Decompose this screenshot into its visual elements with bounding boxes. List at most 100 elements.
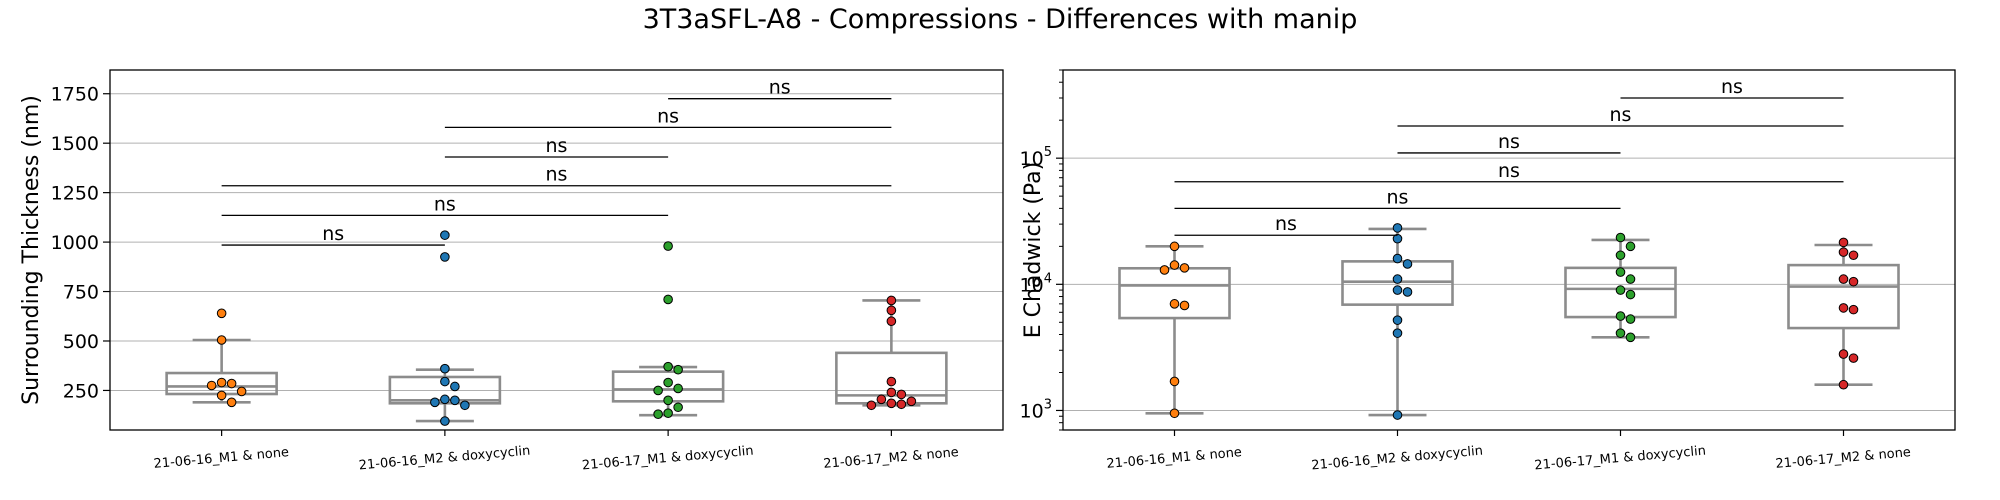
y-tick-label: 1000 xyxy=(51,232,99,254)
data-point xyxy=(1848,250,1859,261)
x-tick-label: 21-06-17_M1 & doxycyclin xyxy=(1534,444,1707,474)
data-point xyxy=(1615,250,1626,261)
data-point xyxy=(1625,289,1636,300)
y-tick-label: 750 xyxy=(63,282,99,304)
y-tick-exponent: 3 xyxy=(1044,397,1052,412)
data-point xyxy=(440,230,450,240)
data-point xyxy=(206,380,217,391)
data-point xyxy=(226,378,237,389)
x-tick-label: 21-06-16_M2 & doxycyclin xyxy=(358,444,531,474)
y-tick-label: 1500 xyxy=(51,133,99,155)
data-point xyxy=(1848,304,1859,315)
y-tick-label: 103 xyxy=(1020,397,1052,422)
x-tick-label: 21-06-16_M2 & doxycyclin xyxy=(1311,444,1484,474)
data-point xyxy=(886,387,897,398)
box-1 xyxy=(1118,245,1231,415)
box-4 xyxy=(1787,243,1900,387)
data-point xyxy=(1179,263,1190,273)
data-point xyxy=(886,295,897,306)
data-point xyxy=(1402,259,1413,269)
data-point xyxy=(886,316,897,327)
data-point xyxy=(663,241,673,251)
x-tick-label: 21-06-16_M1 & none xyxy=(153,445,290,472)
significance-label: ns xyxy=(1498,160,1520,182)
data-point xyxy=(440,363,450,374)
x-tick-label: 21-06-16_M1 & none xyxy=(1106,445,1243,472)
data-point xyxy=(906,396,917,407)
data-point xyxy=(886,305,897,316)
data-point xyxy=(1392,410,1403,420)
data-point xyxy=(1625,332,1636,343)
data-point xyxy=(1402,287,1413,297)
y-tick-exponent: 5 xyxy=(1044,145,1052,160)
data-point xyxy=(876,394,887,405)
data-point xyxy=(460,400,470,411)
data-point xyxy=(440,416,450,426)
data-point xyxy=(1848,353,1859,363)
data-point xyxy=(673,364,683,375)
data-point xyxy=(440,394,450,405)
data-point xyxy=(1159,265,1170,275)
y-axis-label: E Chadwick (Pa) xyxy=(1021,162,1046,339)
data-point xyxy=(663,294,673,305)
axes-frame xyxy=(109,69,1004,431)
significance-label: ns xyxy=(434,193,456,215)
data-point xyxy=(663,377,673,388)
data-point xyxy=(1625,274,1636,284)
data-point xyxy=(1615,328,1626,338)
data-point xyxy=(1169,241,1180,252)
data-point xyxy=(440,252,450,262)
data-point xyxy=(216,390,227,401)
x-tick-label: 21-06-17_M1 & doxycyclin xyxy=(581,444,754,474)
significance-label: ns xyxy=(546,164,568,186)
data-point xyxy=(1392,285,1403,295)
data-point xyxy=(1838,237,1849,248)
box-iqr xyxy=(1118,266,1231,320)
data-point xyxy=(1179,300,1190,311)
significance-label: ns xyxy=(1721,76,1743,98)
figure-title: 3T3aSFL-A8 - Compressions - Differences … xyxy=(642,4,1358,35)
data-point xyxy=(1392,328,1403,338)
data-point xyxy=(226,397,237,408)
data-point xyxy=(236,386,247,397)
data-point xyxy=(1848,276,1859,287)
data-point xyxy=(673,383,683,394)
data-point xyxy=(450,381,460,392)
y-tick-label: 250 xyxy=(63,380,99,402)
data-point xyxy=(1838,349,1849,359)
data-point xyxy=(1169,260,1180,270)
data-point xyxy=(1392,315,1403,325)
data-point xyxy=(653,385,663,396)
data-point xyxy=(1625,314,1636,324)
significance-label: ns xyxy=(322,223,344,245)
data-point xyxy=(440,376,450,387)
data-point xyxy=(653,409,663,419)
y-tick-label: 500 xyxy=(63,331,99,353)
data-point xyxy=(1615,285,1626,295)
data-point xyxy=(1625,241,1636,252)
data-point xyxy=(896,389,907,400)
significance-label: ns xyxy=(769,77,791,99)
significance-label: ns xyxy=(1498,131,1520,153)
y-tick-label: 1750 xyxy=(51,84,99,106)
y-axis-label: Surrounding Thickness (nm) xyxy=(19,95,44,405)
y-tick-label: 1250 xyxy=(51,183,99,205)
data-point xyxy=(216,335,227,345)
data-point xyxy=(663,361,673,372)
data-point xyxy=(430,397,440,408)
data-point xyxy=(216,308,227,319)
data-point xyxy=(1615,267,1626,277)
data-point xyxy=(216,377,227,388)
significance-label: ns xyxy=(1610,104,1632,126)
y-tick-exponent: 4 xyxy=(1044,271,1052,286)
significance-label: ns xyxy=(1387,186,1409,208)
data-point xyxy=(1615,311,1626,321)
data-point xyxy=(1169,376,1180,387)
data-point xyxy=(1838,303,1849,313)
significance-label: ns xyxy=(1275,213,1297,235)
chart-panel-1: 250 500 750 1000 1250 1500 1750 Surrounding Thi… xyxy=(19,69,1004,474)
data-point xyxy=(1838,379,1849,390)
data-point xyxy=(450,395,460,406)
